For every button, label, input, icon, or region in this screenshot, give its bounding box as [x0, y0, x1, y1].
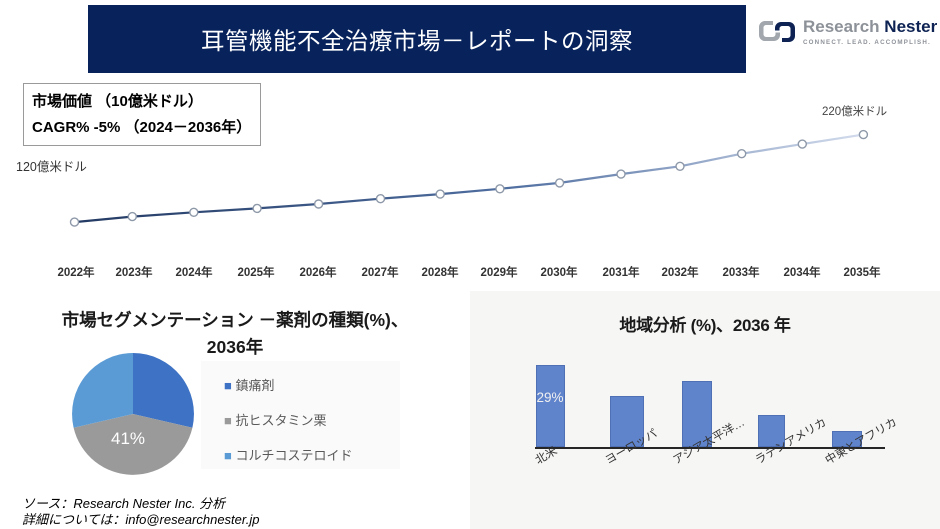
- svg-text:41%: 41%: [111, 429, 145, 448]
